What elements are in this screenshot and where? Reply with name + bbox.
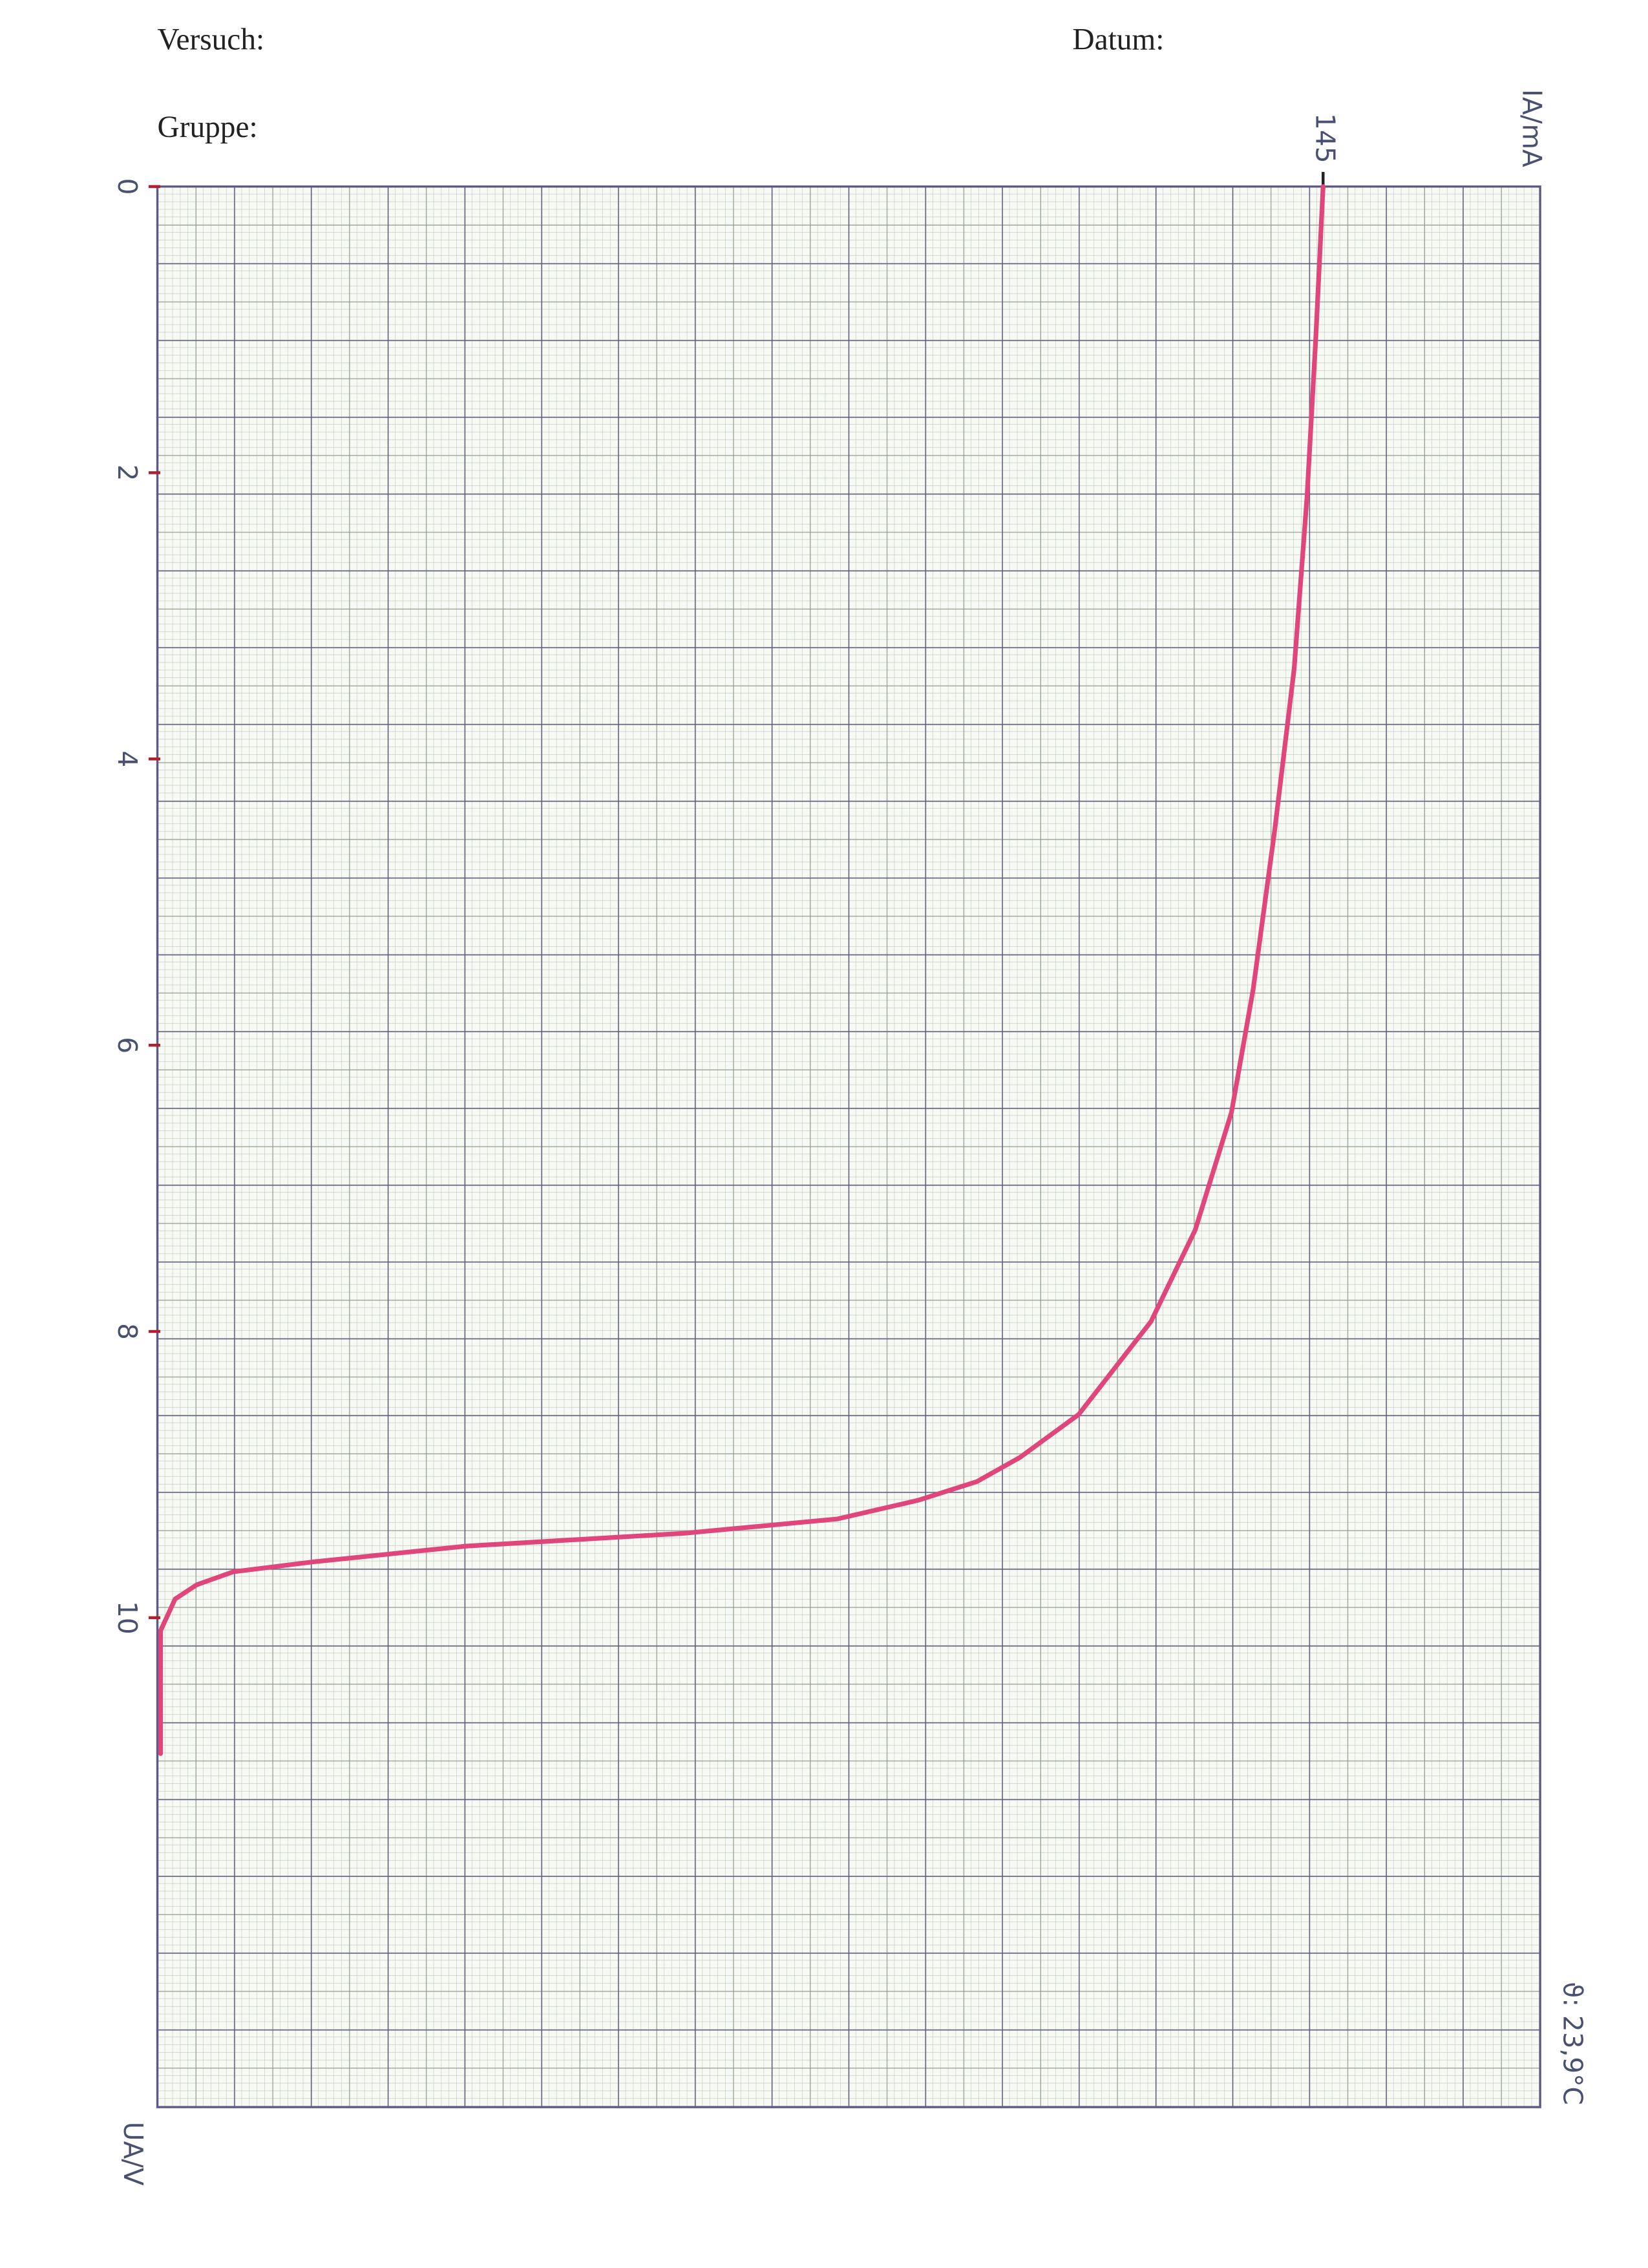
- u-tick-label: 8: [112, 1323, 143, 1340]
- i-axis-label: IA/mA: [1516, 89, 1547, 167]
- u-tick-label: 2: [112, 465, 143, 482]
- u-tick-label: 0: [112, 178, 143, 195]
- u-axis-label: UA/V: [118, 2122, 149, 2186]
- u-tick-label: 10: [112, 1601, 143, 1635]
- curve: [158, 184, 1326, 1756]
- u-tick-label: 6: [112, 1037, 143, 1054]
- i-tick-label: 145: [1309, 113, 1340, 163]
- temperature-note: ϑ: 23,9°C: [1557, 1982, 1588, 2105]
- gruppe: Gruppe:: [158, 111, 258, 144]
- versuch: Versuch:: [158, 23, 265, 57]
- u-tick-label: 4: [112, 750, 143, 767]
- graph-paper: [156, 185, 1541, 2108]
- datum: Datum:: [1072, 23, 1164, 57]
